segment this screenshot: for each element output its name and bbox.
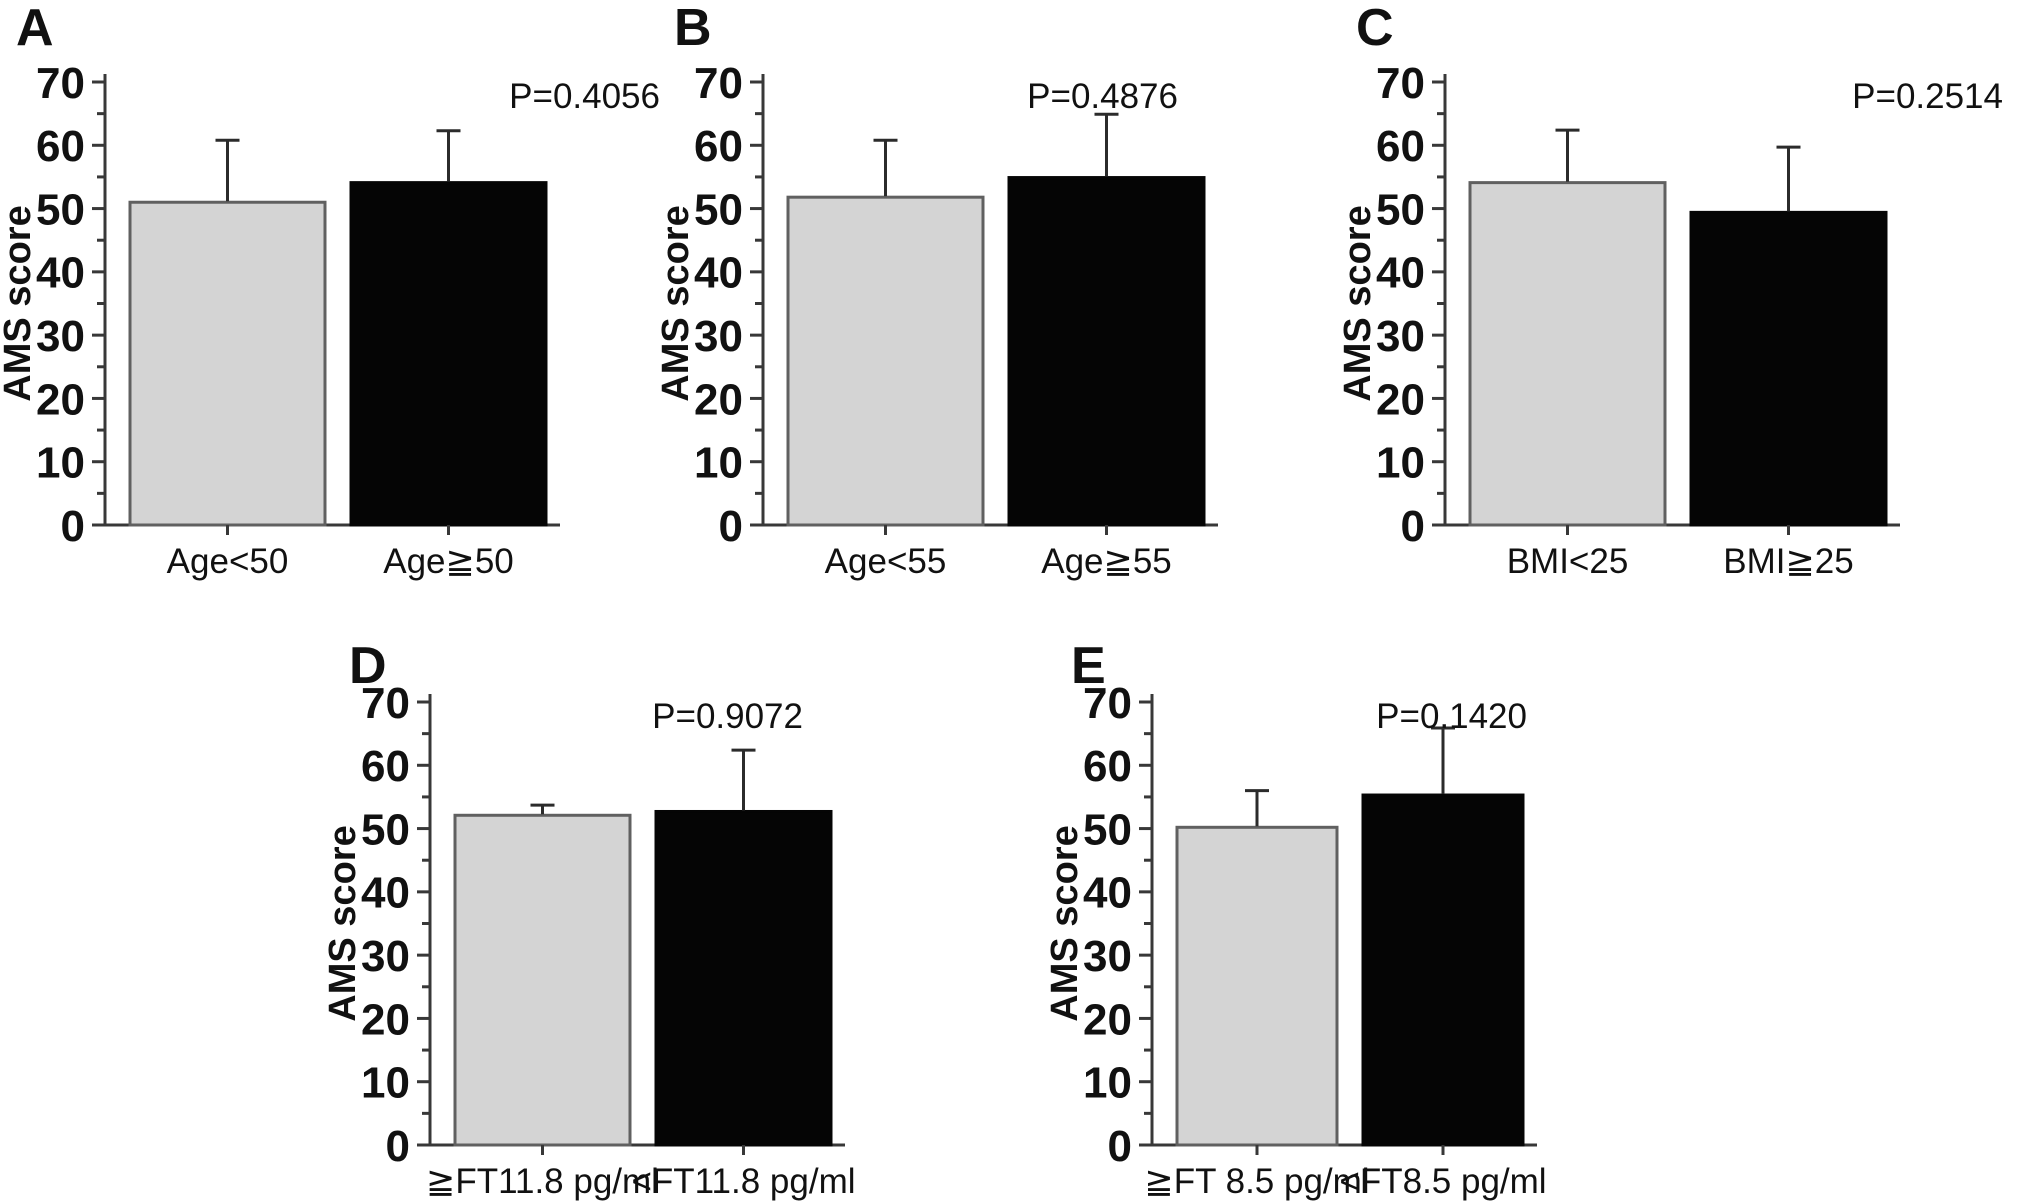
bar-1 [453, 813, 632, 1147]
x-category-label: Age<55 [825, 542, 947, 581]
panel-a: A 0 10 20 30 40 50 60 70 Age<50 Age≧50 P=0.4056 AMS… [0, 0, 700, 620]
y-tick-label: 60 [694, 122, 743, 171]
p-value-label: P=0.4876 [1027, 77, 1178, 116]
panel-e: E 0 10 20 30 40 50 60 70 ≧FT 8.5 pg/ml <FT8.5 pg/… [1047, 620, 1747, 1204]
y-tick-label: 20 [361, 995, 410, 1044]
y-tick-label: 70 [361, 679, 410, 728]
y-tick-label: 20 [1083, 995, 1132, 1044]
y-tick-label: 50 [361, 805, 410, 854]
bar-2 [654, 809, 833, 1147]
y-tick-label: 0 [1108, 1122, 1132, 1171]
y-tick-label: 30 [694, 312, 743, 361]
panel-b: B 0 10 20 30 40 50 60 70 Age<55 Age≧55 P=0.4876 AMS… [658, 0, 1358, 620]
y-tick-label: 40 [694, 249, 743, 298]
y-tick-label: 50 [36, 185, 85, 234]
y-axis-title: AMS score [0, 205, 39, 401]
y-tick-label: 30 [36, 312, 85, 361]
y-axis-title: AMS score [1047, 825, 1086, 1021]
p-value-label: P=0.1420 [1376, 697, 1527, 736]
x-category-label: <FT11.8 pg/ml [631, 1162, 855, 1201]
y-tick-label: 0 [61, 502, 85, 551]
y-tick-label: 50 [1376, 185, 1425, 234]
y-tick-label: 40 [361, 869, 410, 918]
bar-2 [1007, 176, 1206, 527]
y-tick-label: 20 [694, 375, 743, 424]
y-tick-label: 10 [36, 439, 85, 488]
y-tick-label: 40 [1376, 249, 1425, 298]
y-tick-label: 70 [1376, 59, 1425, 108]
p-value-label: P=0.9072 [652, 697, 803, 736]
y-tick-label: 20 [1376, 375, 1425, 424]
panel-c: C 0 10 20 30 40 50 60 70 BMI<25 BMI≧25 P=0.2514 AMS… [1340, 0, 2031, 620]
y-tick-label: 70 [36, 59, 85, 108]
bar-chart-e: 0 10 20 30 40 50 60 70 ≧FT 8.5 pg/ml<FT8.5 pg/ml… [1047, 679, 1547, 1201]
y-tick-label: 20 [36, 375, 85, 424]
bar-chart-c: 0 10 20 30 40 50 60 70 BMI<25 BMI≧25 P=0.2514 AMS s… [1340, 59, 2003, 581]
y-tick-label: 40 [36, 249, 85, 298]
y-tick-label: 30 [361, 932, 410, 981]
y-tick-label: 70 [694, 59, 743, 108]
p-value-label: P=0.4056 [509, 77, 660, 116]
y-tick-label: 60 [1083, 742, 1132, 791]
panel-letter-e: E [1071, 637, 1106, 695]
panel-letter-a: A [16, 0, 54, 57]
x-category-label: Age≧50 [383, 542, 514, 581]
y-tick-label: 10 [1376, 439, 1425, 488]
y-axis-title: AMS score [325, 825, 364, 1021]
bar-2 [349, 181, 548, 527]
bar-chart-b: 0 10 20 30 40 50 60 70 Age<55 Age≧55 P=0.4876 AMS s… [658, 59, 1218, 581]
y-tick-label: 40 [1083, 869, 1132, 918]
y-tick-label: 60 [36, 122, 85, 171]
bar-chart-a: 0 10 20 30 40 50 60 70 Age<50 Age≧50 P=0.4056 AMS s… [0, 59, 660, 581]
x-category-label: BMI≧25 [1723, 542, 1853, 581]
bar-1 [1468, 181, 1667, 527]
panel-d: D 0 10 20 30 40 50 60 70 ≧FT11.8 pg/ml <FT11.8 pg… [325, 620, 1025, 1204]
bar-2 [1361, 793, 1525, 1147]
panel-letter-b: B [674, 0, 712, 57]
y-tick-label: 60 [1376, 122, 1425, 171]
y-tick-label: 30 [1376, 312, 1425, 361]
y-tick-label: 70 [1083, 679, 1132, 728]
x-category-label: <FT8.5 pg/ml [1339, 1162, 1546, 1201]
x-category-label: Age≧55 [1041, 542, 1172, 581]
y-axis-title: AMS score [658, 205, 697, 401]
y-axis-title: AMS score [1340, 205, 1379, 401]
x-category-label: ≧FT 8.5 pg/ml [1144, 1162, 1369, 1201]
bar-1 [1175, 825, 1339, 1147]
y-tick-label: 10 [694, 439, 743, 488]
x-category-label: Age<50 [167, 542, 289, 581]
y-tick-label: 10 [361, 1059, 410, 1108]
p-value-label: P=0.2514 [1852, 77, 2003, 116]
x-category-label: BMI<25 [1507, 542, 1629, 581]
bar-2 [1689, 210, 1888, 527]
y-tick-label: 0 [719, 502, 743, 551]
panel-letter-d: D [349, 637, 387, 695]
y-tick-label: 10 [1083, 1059, 1132, 1108]
y-tick-label: 60 [361, 742, 410, 791]
y-tick-label: 50 [1083, 805, 1132, 854]
bar-chart-d: 0 10 20 30 40 50 60 70 ≧FT11.8 pg/ml<FT11.8 pg/m… [325, 679, 856, 1201]
y-tick-label: 30 [1083, 932, 1132, 981]
y-tick-label: 0 [1401, 502, 1425, 551]
bar-1 [786, 195, 985, 527]
x-category-label: ≧FT11.8 pg/ml [426, 1162, 659, 1201]
y-tick-label: 50 [694, 185, 743, 234]
panel-letter-c: C [1356, 0, 1394, 57]
bar-1 [128, 200, 327, 527]
y-tick-label: 0 [386, 1122, 410, 1171]
